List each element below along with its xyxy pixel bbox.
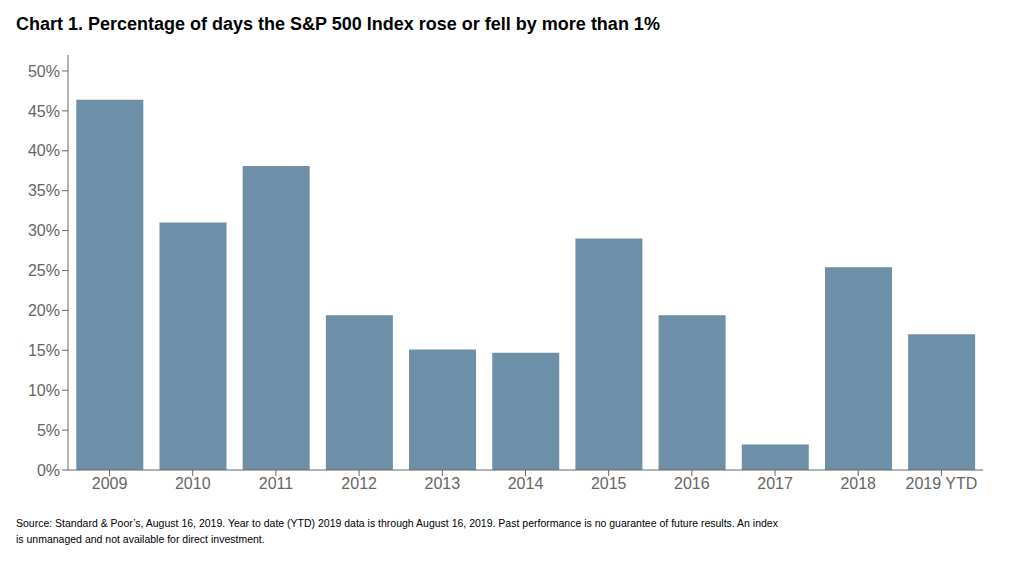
html-text:Source: Standard & Poor’s, Aug: Source: Standard & Poor’s, August 16, 20… — [16, 517, 778, 529]
svg-text:20%: 20% — [28, 302, 60, 319]
svg-text:2009: 2009 — [92, 475, 128, 492]
svg-text:35%: 35% — [28, 182, 60, 199]
svg-text:5%: 5% — [37, 422, 60, 439]
svg-text:0%: 0% — [37, 462, 60, 479]
svg-text:25%: 25% — [28, 262, 60, 279]
svg-text:50%: 50% — [28, 63, 60, 80]
svg-text:2014: 2014 — [508, 475, 544, 492]
svg-text:15%: 15% — [28, 342, 60, 359]
svg-text:2017: 2017 — [757, 475, 793, 492]
svg-text:2012: 2012 — [341, 475, 377, 492]
svg-text:2015: 2015 — [591, 475, 627, 492]
svg-text:2010: 2010 — [175, 475, 211, 492]
svg-text:40%: 40% — [28, 142, 60, 159]
svg-text:2018: 2018 — [840, 475, 876, 492]
svg-text:45%: 45% — [28, 103, 60, 120]
svg-text:2011: 2011 — [259, 475, 294, 492]
svg-text:10%: 10% — [28, 382, 60, 399]
svg-text:2013: 2013 — [425, 475, 461, 492]
svg-text:2016: 2016 — [674, 475, 710, 492]
html-text:Chart 1. Percentage of days th: Chart 1. Percentage of days the S&P 500 … — [16, 14, 660, 34]
svg-text:2019 YTD: 2019 YTD — [906, 475, 978, 492]
svg-text:30%: 30% — [28, 222, 60, 239]
html-text:is unmanaged and not available: is unmanaged and not available for direc… — [16, 533, 265, 545]
